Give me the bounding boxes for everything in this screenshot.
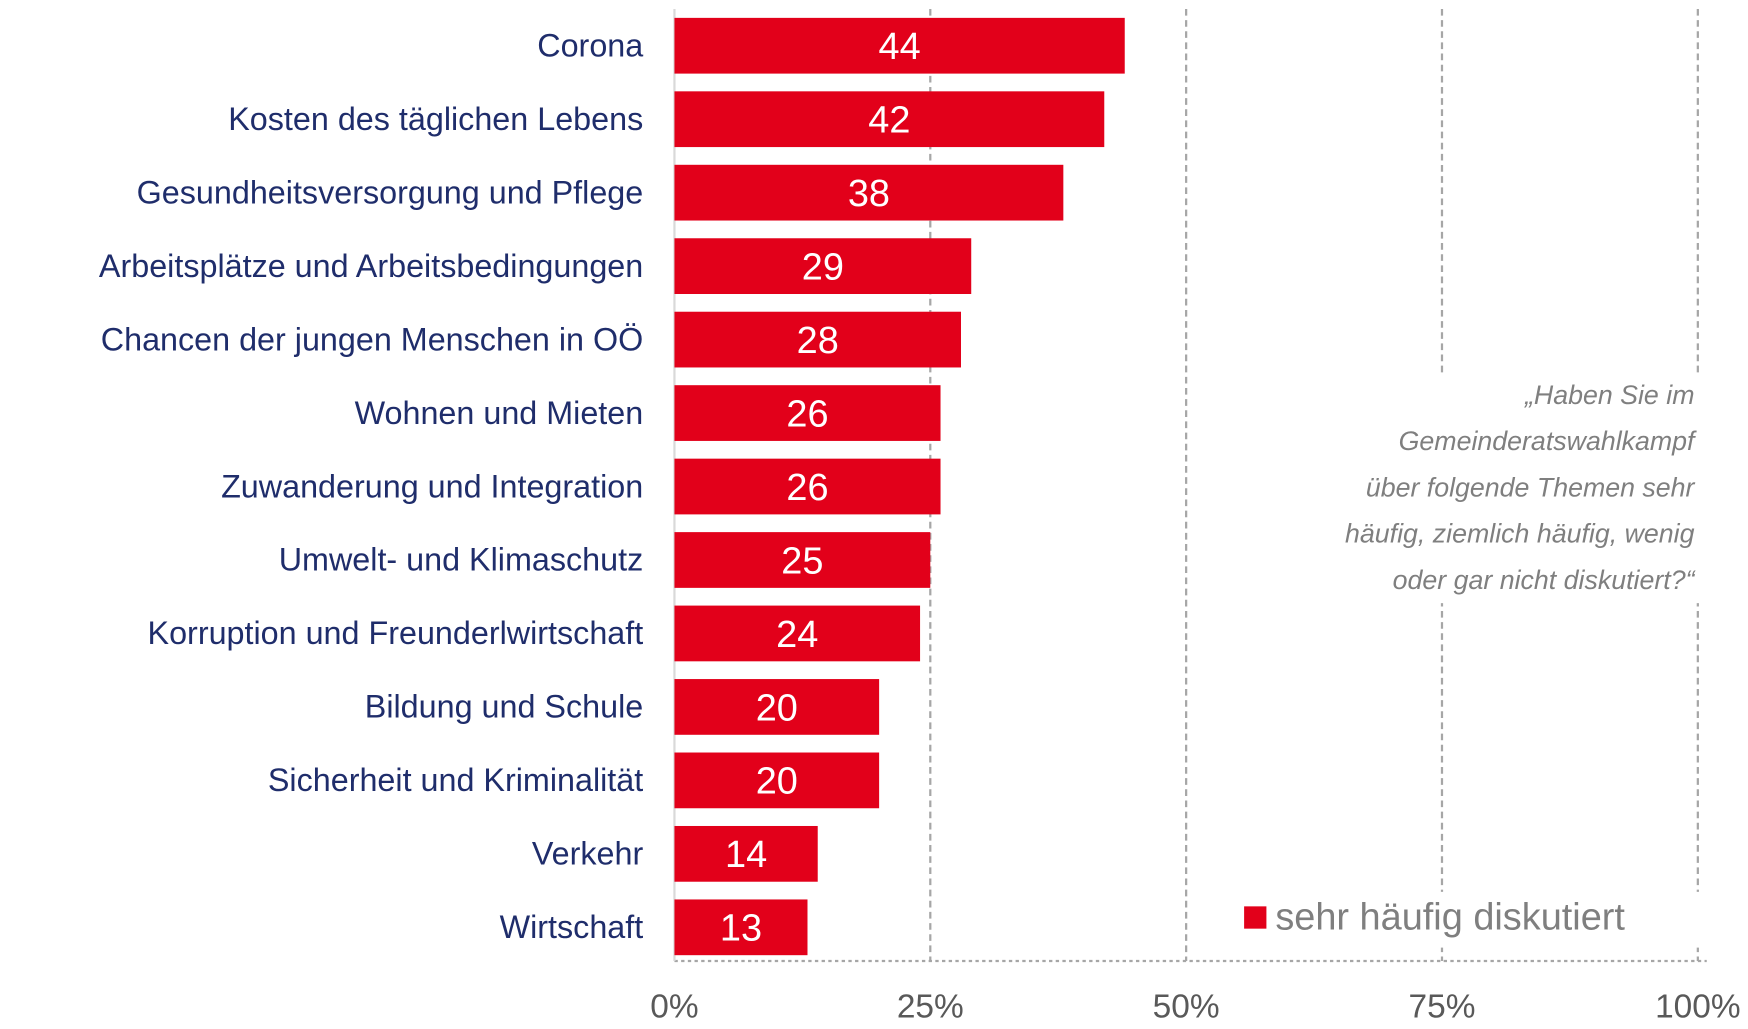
bar <box>674 238 972 295</box>
bar <box>674 164 1064 221</box>
x-tick-label: 50% <box>1153 989 1220 1024</box>
data-label: 29 <box>802 246 844 288</box>
annotation: „Haben Sie im <box>1524 380 1694 410</box>
bar <box>674 17 1125 74</box>
x-tick-label: 100% <box>1655 989 1741 1024</box>
data-label: 20 <box>756 687 798 729</box>
x-tick-label: 0% <box>650 989 698 1024</box>
y-tick-label: Zuwanderung und Integration <box>221 468 643 504</box>
annotation: Gemeinderatswahlkampf <box>1399 426 1697 456</box>
bar <box>674 899 808 956</box>
y-tick-label: Umwelt- und Klimaschutz <box>279 542 644 578</box>
bar <box>674 825 818 882</box>
x-tick-label: 25% <box>897 989 964 1024</box>
data-label: 26 <box>786 467 828 509</box>
bar <box>674 91 1105 148</box>
data-label: 25 <box>781 540 823 582</box>
bar <box>674 605 921 662</box>
y-tick-label: Gesundheitsversorgung und Pflege <box>137 174 644 210</box>
data-label: 28 <box>797 320 839 362</box>
bar <box>674 311 961 368</box>
data-label: 20 <box>756 761 798 803</box>
data-label: 13 <box>720 908 762 950</box>
data-label: 42 <box>868 100 910 142</box>
legend-label: sehr häufig diskutiert <box>1275 897 1625 939</box>
annotation-bg <box>1270 374 1706 604</box>
data-label: 38 <box>848 173 890 215</box>
y-tick-label: Wirtschaft <box>500 909 644 945</box>
annotation: oder gar nicht diskutiert?“ <box>1393 565 1697 595</box>
annotation: häufig, ziemlich häufig, wenig <box>1345 519 1695 549</box>
y-tick-label: Wohnen und Mieten <box>355 395 644 431</box>
y-tick-label: Bildung und Schule <box>365 689 643 725</box>
data-label: 14 <box>725 834 767 876</box>
y-tick-label: Arbeitsplätze und Arbeitsbedingungen <box>99 248 643 284</box>
y-tick-label: Sicherheit und Kriminalität <box>268 762 643 798</box>
y-tick-label: Kosten des täglichen Lebens <box>228 101 643 137</box>
data-label: 24 <box>776 614 818 656</box>
x-tick-label: 75% <box>1409 989 1476 1024</box>
bar <box>674 385 941 441</box>
bar <box>674 532 931 588</box>
bar <box>674 458 941 515</box>
legend-bg <box>1235 891 1704 948</box>
y-tick-label: Korruption und Freunderlwirtschaft <box>148 615 644 651</box>
legend-swatch <box>1244 906 1267 929</box>
y-tick-label: Verkehr <box>532 836 644 872</box>
bar <box>674 752 880 809</box>
y-tick-label: Chancen der jungen Menschen in OÖ <box>101 321 643 357</box>
bar <box>674 679 880 735</box>
y-tick-label: Corona <box>537 27 643 63</box>
data-label: 26 <box>786 393 828 435</box>
data-label: 44 <box>879 26 921 68</box>
annotation: über folgende Themen sehr <box>1366 472 1696 502</box>
